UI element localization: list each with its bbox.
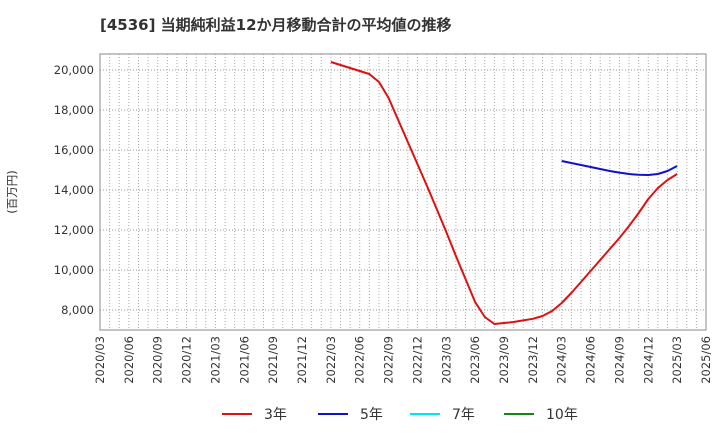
series-line-3年 xyxy=(330,61,678,325)
y-tick-label: 18,000 xyxy=(54,103,94,117)
y-tick-label: 16,000 xyxy=(54,143,94,157)
x-tick-label: 2020/06 xyxy=(122,336,136,384)
x-axis-ticks: 2020/03 2020/06 2020/09 2020/12 2021/03 2021/… xyxy=(93,336,713,384)
x-tick-label: 2021/12 xyxy=(295,336,309,384)
legend-label: 3年 xyxy=(264,407,287,423)
x-tick-label: 2022/03 xyxy=(324,336,338,384)
x-tick-label: 2023/06 xyxy=(468,336,482,384)
x-tick-label: 2024/09 xyxy=(612,336,626,384)
x-tick-label: 2025/03 xyxy=(670,336,684,384)
series-line-5年 xyxy=(561,160,678,176)
x-tick-label: 2020/03 xyxy=(93,336,107,384)
plot-area-frame xyxy=(99,53,707,331)
y-axis-label: (百万円) xyxy=(5,170,19,213)
x-tick-label: 2021/06 xyxy=(237,336,251,384)
y-tick-label: 14,000 xyxy=(54,183,94,197)
x-tick-label: 2024/06 xyxy=(584,336,598,384)
x-tick-label: 2020/12 xyxy=(180,336,194,384)
legend-label: 10年 xyxy=(546,407,578,423)
x-tick-label: 2022/09 xyxy=(382,336,396,384)
x-tick-label: 2023/12 xyxy=(526,336,540,384)
x-tick-label: 2021/09 xyxy=(266,336,280,384)
grid-lines xyxy=(99,54,707,330)
x-tick-label: 2023/03 xyxy=(439,336,453,384)
y-tick-label: 12,000 xyxy=(54,223,94,237)
x-tick-label: 2021/03 xyxy=(208,336,222,384)
y-tick-label: 10,000 xyxy=(54,263,94,277)
legend-label: 7年 xyxy=(452,407,475,423)
legend-label: 5年 xyxy=(360,407,383,423)
x-tick-label: 2023/09 xyxy=(497,336,511,384)
legend: 3年 5年 7年 10年 xyxy=(222,407,578,423)
y-axis-ticks: 8,000 10,000 12,000 14,000 16,000 18,000 20,00… xyxy=(54,63,94,317)
y-tick-label: 8,000 xyxy=(61,303,94,317)
x-tick-label: 2020/09 xyxy=(151,336,165,384)
x-tick-label: 2022/06 xyxy=(353,336,367,384)
x-tick-label: 2024/03 xyxy=(555,336,569,384)
x-tick-label: 2025/06 xyxy=(699,336,713,384)
x-tick-label: 2022/12 xyxy=(410,336,424,384)
y-tick-label: 20,000 xyxy=(54,63,94,77)
series-lines xyxy=(330,61,678,325)
x-tick-label: 2024/12 xyxy=(641,336,655,384)
chart-title: [4536] 当期純利益12か月移動合計の平均値の推移 xyxy=(100,16,452,34)
